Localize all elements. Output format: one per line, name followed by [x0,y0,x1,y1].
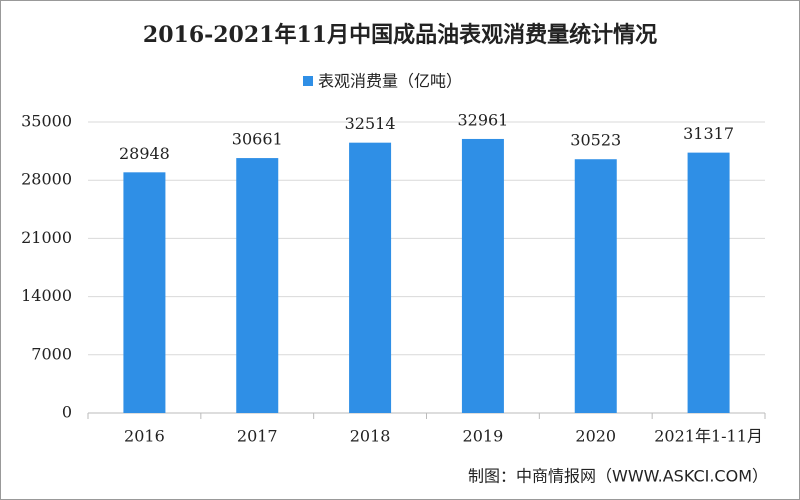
data-label: 32514 [345,114,396,133]
y-tick-label: 14000 [21,286,72,305]
x-tick-label: 2016 [124,427,165,446]
y-tick-label: 0 [62,403,72,422]
data-label: 28948 [119,144,170,163]
bar [123,172,166,413]
data-label: 30661 [232,130,283,149]
legend-swatch [303,76,313,86]
y-tick-label: 35000 [21,112,72,131]
x-tick-label: 2017 [237,427,278,446]
x-tick-label: 2019 [463,427,504,446]
data-label: 30523 [570,131,621,150]
x-tick-label: 2018 [350,427,391,446]
data-label: 32961 [457,110,508,129]
chart-title: 2016-2021年11月中国成品油表观消费量统计情况 [143,22,657,48]
bar [461,138,504,414]
bar [687,152,730,413]
source-note: 制图：中商情报网（WWW.ASKCI.COM） [468,467,768,486]
y-tick-label: 28000 [21,170,72,189]
y-tick-label: 21000 [21,228,72,247]
x-tick-label: 2021年1-11月 [654,427,763,446]
bar [349,142,392,413]
data-label: 31317 [683,124,734,143]
legend-label: 表观消费量（亿吨） [318,72,462,91]
y-tick-label: 7000 [31,344,72,363]
x-tick-label: 2020 [575,427,616,446]
bar [574,159,617,413]
bar [236,158,279,413]
